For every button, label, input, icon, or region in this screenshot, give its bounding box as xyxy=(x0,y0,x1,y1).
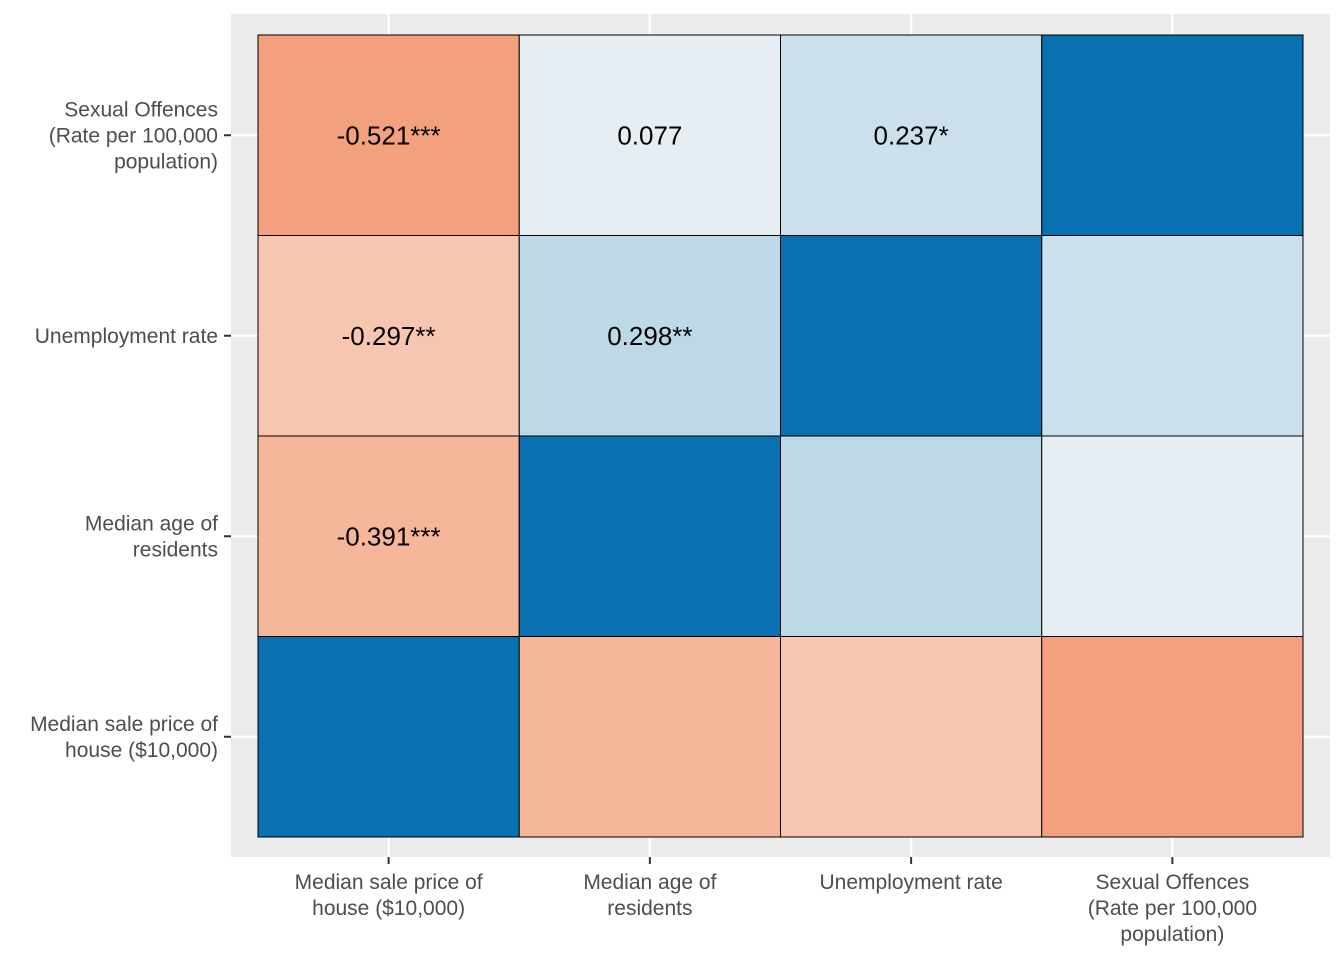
correlation-label: -0.391*** xyxy=(337,521,441,551)
heatmap-cell xyxy=(780,235,1043,437)
heatmap-cells xyxy=(257,34,1304,838)
heatmap-cell xyxy=(518,34,781,236)
x-tick-label-line: Unemployment rate xyxy=(820,871,1003,894)
y-tick-label: Sexual Offences (Rate per 100,000 populati… xyxy=(49,98,218,173)
heatmap-cell xyxy=(257,235,520,437)
x-tick-label-line: residents xyxy=(607,897,692,920)
heatmap-cell xyxy=(518,235,781,437)
x-tick-label-line: house ($10,000) xyxy=(312,897,465,920)
heatmap-cell xyxy=(257,34,520,236)
heatmap-cell xyxy=(257,636,520,838)
heatmap-cell xyxy=(1041,636,1304,838)
y-tick-label-line: residents xyxy=(133,538,218,561)
y-tick-label: Median sale price of house ($10,000) xyxy=(30,713,218,762)
heatmap-cell xyxy=(780,435,1043,637)
heatmap-cell xyxy=(780,636,1043,838)
x-tick-label-line: Median sale price of xyxy=(295,871,483,894)
x-tick-label: Median sale price of house ($10,000) xyxy=(295,871,483,920)
heatmap-cell xyxy=(518,636,781,838)
heatmap-cell xyxy=(780,34,1043,236)
y-tick-label-line: Unemployment rate xyxy=(35,325,218,348)
y-tick-label: Unemployment rate xyxy=(35,325,218,348)
x-tick-label-line: Median age of xyxy=(583,871,716,894)
correlation-label: -0.297** xyxy=(342,321,436,351)
x-tick-label: Sexual Offences (Rate per 100,000 populati… xyxy=(1088,871,1257,946)
heatmap-cell xyxy=(257,435,520,637)
x-tick-label-line: Sexual Offences xyxy=(1096,871,1250,894)
heatmap-cell xyxy=(1041,435,1304,637)
heatmap-cell xyxy=(518,435,781,637)
x-tick-label-line: population) xyxy=(1120,923,1224,946)
heatmap-cell xyxy=(1041,235,1304,437)
correlation-label: -0.521*** xyxy=(337,120,441,150)
y-tick-label-line: Median age of xyxy=(85,512,218,535)
heatmap-cell xyxy=(1041,34,1304,236)
y-tick-label-line: (Rate per 100,000 xyxy=(49,124,218,147)
correlation-label: 0.077 xyxy=(617,120,682,150)
correlation-label: 0.298** xyxy=(607,321,692,351)
y-tick-label-line: house ($10,000) xyxy=(65,739,218,762)
y-tick-label: Median age of residents xyxy=(85,512,218,561)
x-axis: Median sale price of house ($10,000)Media… xyxy=(295,857,1257,946)
x-tick-label: Median age of residents xyxy=(583,871,716,920)
cell-labels: -0.391*** -0.297** 0.298** -0.521*** 0.077 0.… xyxy=(337,120,949,551)
x-tick-label: Unemployment rate xyxy=(820,871,1003,894)
y-tick-label-line: population) xyxy=(114,150,218,173)
y-tick-label-line: Sexual Offences xyxy=(64,98,218,121)
x-tick-label-line: (Rate per 100,000 xyxy=(1088,897,1257,920)
y-axis: Median sale price of house ($10,000)Media… xyxy=(30,98,231,762)
y-tick-label-line: Median sale price of xyxy=(30,713,218,736)
correlation-label: 0.237* xyxy=(874,120,949,150)
